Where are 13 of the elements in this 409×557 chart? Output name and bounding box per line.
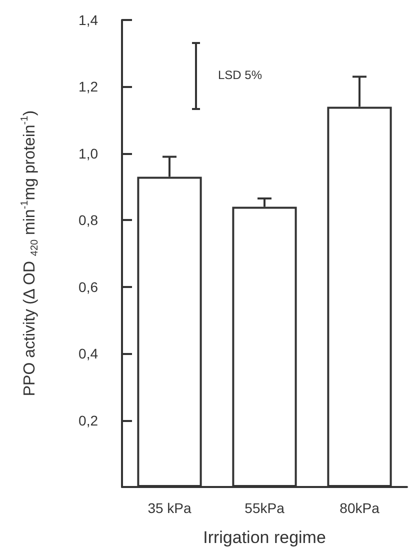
- y-axis-title: PPO activity (Δ OD 420 min-1mg protein-1): [20, 110, 40, 396]
- y-tick-label: 0,6: [78, 278, 98, 295]
- y-tick-label: 1,0: [78, 145, 98, 162]
- y-tick-label: 0,8: [78, 212, 98, 228]
- y-tick-label: 0,4: [78, 346, 98, 362]
- y-tick-label: 1,4: [78, 12, 98, 28]
- y-tick-label: 0,2: [78, 412, 98, 428]
- x-tick-label: 35 kPa: [148, 500, 192, 516]
- x-tick-label: 80kPa: [340, 500, 380, 516]
- annotation: LSD 5%: [218, 68, 262, 82]
- y-tick-label: 1,2: [78, 78, 98, 95]
- x-tick-label: 55kPa: [244, 500, 285, 516]
- x-axis-title: Irrigation regime: [203, 528, 326, 547]
